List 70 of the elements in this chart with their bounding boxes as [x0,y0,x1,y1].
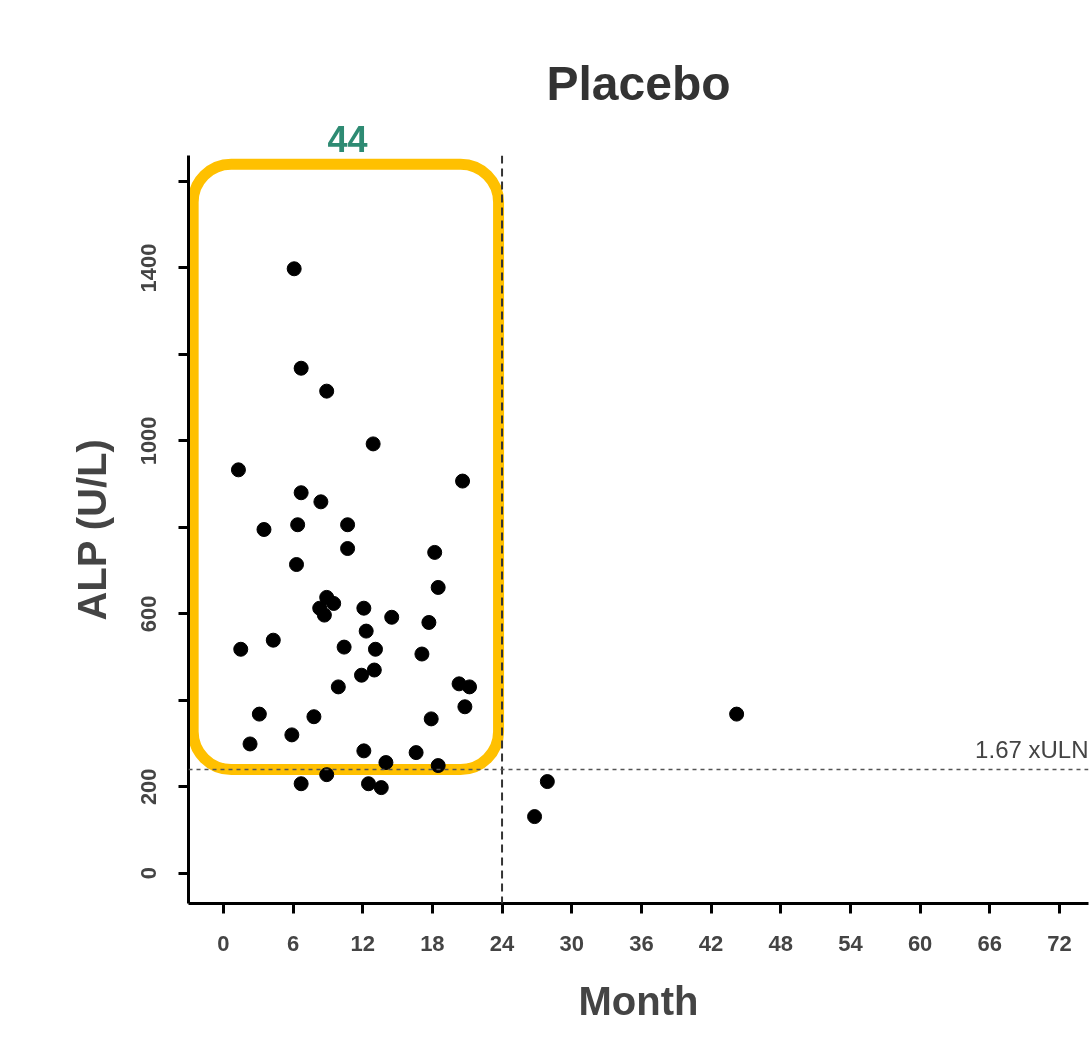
ref-line-label: 1.67 xULN [975,736,1089,764]
point [289,557,304,573]
point [378,755,394,771]
point [430,758,446,774]
point [358,623,374,639]
point [233,641,249,657]
point [340,541,356,557]
point [462,679,478,695]
y-tick-label: 1000 [136,416,162,466]
point [293,485,309,501]
point [373,780,389,796]
point [326,595,342,611]
point [384,609,400,625]
x-tick-label: 54 [838,930,864,956]
point [729,706,745,722]
point [457,699,473,715]
point [430,579,446,595]
point [330,679,346,695]
point [256,522,272,537]
point [365,436,381,452]
y-tick-label: 0 [136,867,162,880]
y-tick-label: 600 [136,595,162,633]
x-tick-label: 72 [1047,930,1072,956]
point [306,709,322,725]
y-axis-title: ALP (U/L) [69,439,114,621]
x-tick-label: 12 [350,930,375,956]
x-tick-label: 30 [559,930,584,956]
x-tick-label: 0 [217,930,230,956]
x-axis-title: Month [578,978,699,1023]
y-tick-label: 1400 [136,243,162,293]
point [354,667,370,683]
point [367,641,383,657]
point [527,809,543,825]
point [319,767,335,783]
point [316,607,332,623]
chart-title: Placebo [546,56,731,110]
point [265,632,281,648]
point [356,600,372,616]
point [251,706,267,722]
x-tick-label: 48 [768,930,794,956]
point [286,261,302,277]
point [408,745,424,761]
x-tick-label: 36 [629,930,654,956]
point [230,462,246,478]
point [455,473,471,489]
point [319,383,335,399]
annotation: 44 [327,118,368,160]
point [414,646,430,662]
point [423,711,439,727]
point [293,776,309,792]
y-tick-label: 200 [136,768,162,806]
x-tick-label: 42 [698,930,724,956]
x-tick-label: 24 [489,930,516,956]
point [421,614,437,630]
point [427,544,443,560]
x-tick-label: 6 [286,930,300,956]
point [313,494,329,510]
point [336,639,352,655]
point [284,727,300,743]
point [290,517,306,533]
point [340,517,356,533]
point [361,776,376,792]
point [356,743,372,759]
x-tick-label: 60 [907,930,933,956]
x-tick-label: 18 [420,930,445,956]
point [242,736,258,752]
point [539,774,555,790]
x-tick-label: 66 [977,930,1003,956]
point [366,662,382,678]
point [293,360,309,376]
